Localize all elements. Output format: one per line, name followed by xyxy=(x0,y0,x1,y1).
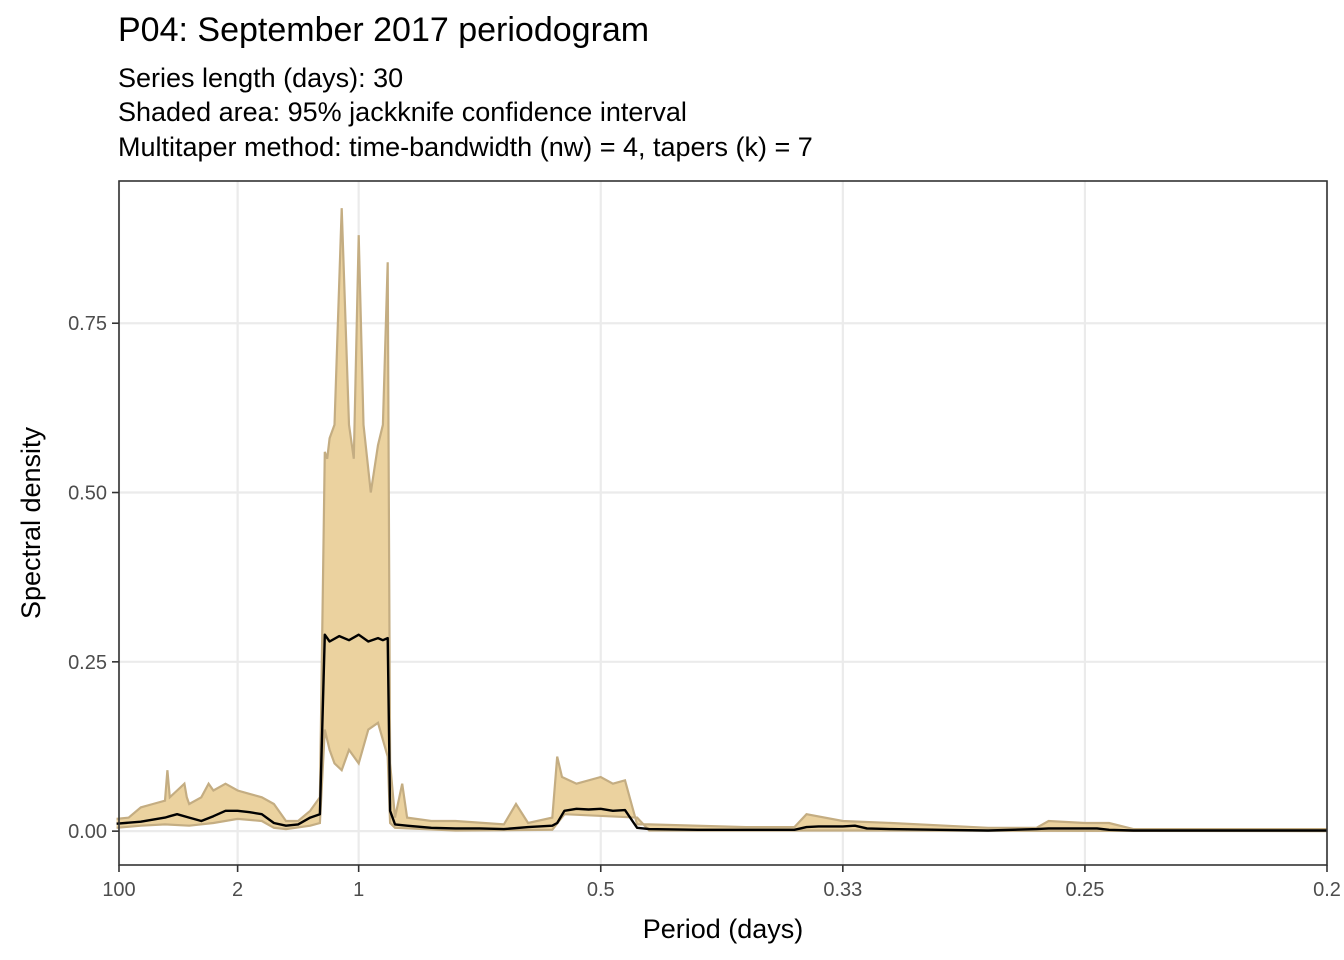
spectrum-line xyxy=(116,633,1327,832)
panel-border xyxy=(118,180,1328,866)
subtitle-shaded-area: Shaded area: 95% jackknife confidence in… xyxy=(118,97,687,127)
y-tick-label: 0.25 xyxy=(68,652,107,674)
axis-ticks: 100 2 1 0.5 0.33 0.25 0.2 0.00 0.25 0.50 0.75 xyxy=(68,313,1341,901)
x-tick-label: 2 xyxy=(232,879,243,901)
chart-title: P04: September 2017 periodogram xyxy=(118,11,650,49)
y-axis-label: Spectral density xyxy=(16,426,46,619)
y-tick-label: 0.50 xyxy=(68,483,107,505)
x-tick-label: 0.2 xyxy=(1313,879,1341,901)
y-tick-label: 0.75 xyxy=(68,313,107,335)
grid-lines xyxy=(117,181,1329,865)
x-axis-label: Period (days) xyxy=(643,914,804,944)
x-tick-label: 0.33 xyxy=(823,879,862,901)
confidence-band-lower-edge xyxy=(116,721,1328,833)
x-tick-label: 0.25 xyxy=(1065,879,1104,901)
subtitle-series-length: Series length (days): 30 xyxy=(118,63,404,93)
x-tick-label: 1 xyxy=(353,879,364,901)
confidence-band-upper-edge xyxy=(116,208,1327,831)
y-tick-label: 0.00 xyxy=(68,821,107,843)
subtitle-method: Multitaper method: time-bandwidth (nw) =… xyxy=(118,132,813,162)
x-tick-label: 100 xyxy=(102,879,135,901)
x-tick-label: 0.5 xyxy=(587,879,615,901)
confidence-band xyxy=(116,208,1328,832)
